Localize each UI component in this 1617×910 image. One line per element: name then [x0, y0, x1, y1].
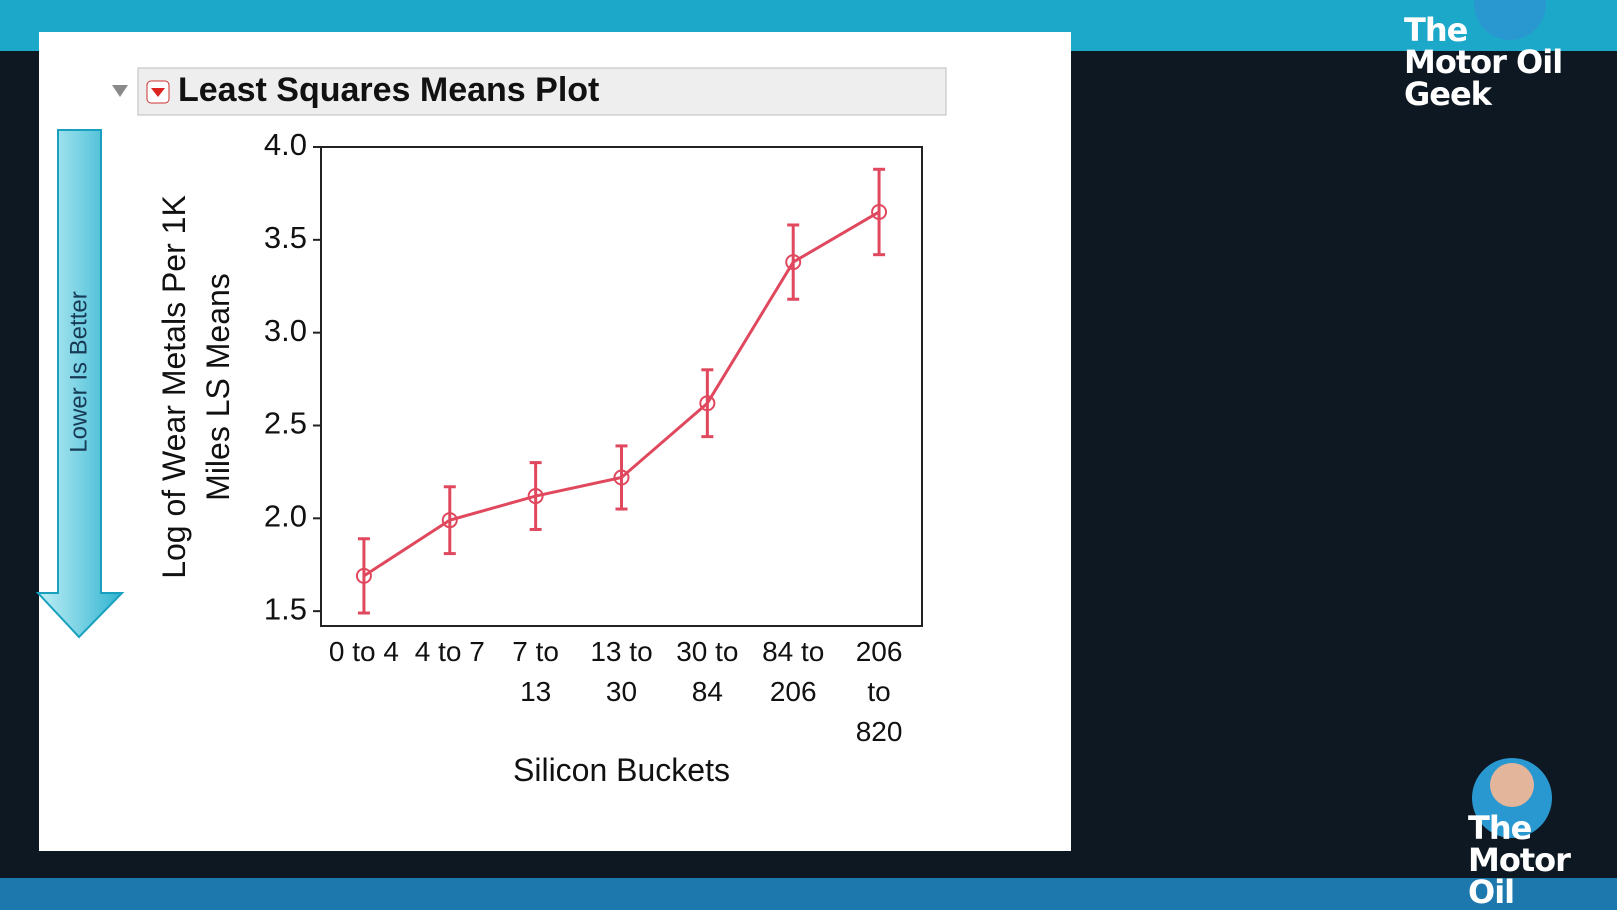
- x-axis-label: Silicon Buckets: [513, 752, 730, 788]
- menu-icon: [151, 88, 165, 97]
- plot-frame: [320, 146, 923, 627]
- point: [871, 203, 888, 220]
- x-tick-label: 206 to 820: [855, 636, 903, 747]
- arrow-label: Lower Is Better: [65, 291, 92, 452]
- logo-line: Motor Oil: [1468, 841, 1571, 910]
- point: [785, 254, 802, 271]
- avatar-face: [1490, 763, 1534, 807]
- y-tick-label: 3.0: [264, 313, 307, 348]
- point: [699, 395, 716, 412]
- y-tick-label: 2.0: [264, 499, 307, 534]
- collapse-toggle[interactable]: [112, 85, 128, 97]
- chart-title: Least Squares Means Plot: [178, 71, 599, 109]
- logo-line: The: [1468, 809, 1532, 847]
- x-tick-label: 0 to 4: [328, 636, 399, 667]
- y-tick-label: 2.5: [264, 406, 307, 441]
- bottom-bar: [0, 878, 1617, 910]
- y-axis-label: Log of Wear Metals Per 1K Miles LS Means: [156, 195, 236, 579]
- logo-line: Motor Oil: [1404, 43, 1563, 81]
- y-tick-label: 3.5: [264, 220, 307, 255]
- point: [527, 488, 544, 505]
- arrow: [35, 129, 125, 639]
- point: [355, 567, 372, 584]
- x-tick-label: 13 to 30: [590, 636, 653, 707]
- point: [613, 469, 630, 486]
- point: [441, 512, 458, 529]
- x-tick-label: 84 to 206: [762, 636, 825, 707]
- logo-line: The: [1404, 11, 1468, 49]
- x-tick-label: 7 to 13: [512, 636, 559, 707]
- x-tick-label: 4 to 7: [414, 636, 485, 667]
- title-bar: [137, 67, 947, 116]
- avatar-top: [1474, 0, 1546, 40]
- x-tick-label: 30 to 84: [676, 636, 739, 707]
- logo-top: The Motor Oil Geek: [1404, 11, 1563, 113]
- logo-line: Geek: [1468, 908, 1617, 910]
- y-tick-label: 1.5: [264, 591, 307, 626]
- y-tick-label: 4.0: [264, 127, 307, 162]
- logo-line: Geek: [1404, 75, 1492, 113]
